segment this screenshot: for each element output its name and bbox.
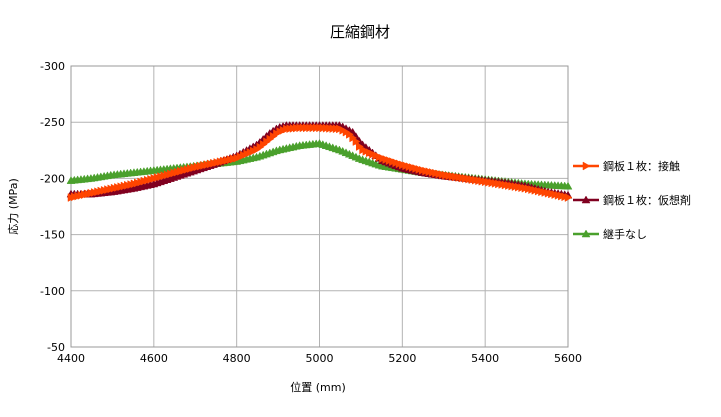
- series-point: [564, 193, 573, 202]
- legend-label: 継手なし: [603, 227, 647, 241]
- x-tick-label: 4800: [223, 352, 251, 365]
- legend-item: 継手なし: [573, 227, 647, 241]
- x-tick-label: 5000: [306, 352, 334, 365]
- plot-area-frame: [70, 65, 569, 348]
- series-layer: [66, 121, 573, 202]
- y-tick-label: -150: [40, 229, 65, 242]
- y-tick-label: -300: [40, 60, 65, 73]
- y-tick-label: -250: [40, 116, 65, 129]
- series-point: [563, 181, 573, 190]
- legend-marker: [581, 229, 591, 238]
- legend-label: 鋼板１枚：接触: [603, 159, 680, 173]
- y-axis-tick-labels: -300 -250 -200 -150 -100 -50: [40, 60, 65, 354]
- legend-item: 鋼板１枚：接触: [573, 159, 680, 173]
- x-axis-title: 位置 (mm): [290, 380, 346, 394]
- grid-lines: [70, 65, 569, 348]
- x-axis-tick-labels: 4400 4600 4800 5000 5200 5400 5600: [57, 352, 582, 365]
- x-tick-label: 5200: [388, 352, 416, 365]
- chart-title: 圧縮鋼材: [330, 23, 390, 41]
- y-tick-label: -100: [40, 285, 65, 298]
- x-tick-label: 4600: [140, 352, 168, 365]
- legend-marker: [581, 195, 591, 204]
- y-tick-label: -50: [47, 341, 65, 354]
- series-group: [67, 123, 573, 202]
- x-tick-label: 5600: [554, 352, 582, 365]
- legend-marker: [582, 161, 591, 171]
- x-tick-label: 4400: [57, 352, 85, 365]
- legend-label: 鋼板１枚：仮想剤: [603, 193, 691, 207]
- y-axis-title: 応力 (MPa): [6, 178, 20, 234]
- x-tick-label: 5400: [471, 352, 499, 365]
- legend-item: 鋼板１枚：仮想剤: [573, 193, 691, 207]
- y-tick-label: -200: [40, 172, 65, 185]
